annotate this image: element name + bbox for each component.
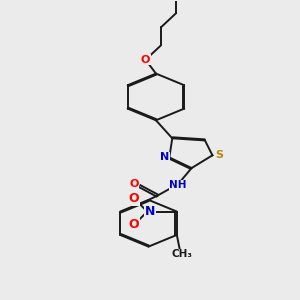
Text: O: O xyxy=(141,55,150,65)
Text: S: S xyxy=(215,150,223,160)
Text: N: N xyxy=(160,152,170,162)
Text: O: O xyxy=(130,179,139,189)
Text: CH₃: CH₃ xyxy=(172,249,193,259)
Text: O: O xyxy=(128,192,139,205)
Text: N: N xyxy=(145,205,155,218)
Text: O: O xyxy=(128,218,139,231)
Text: NH: NH xyxy=(169,180,187,190)
